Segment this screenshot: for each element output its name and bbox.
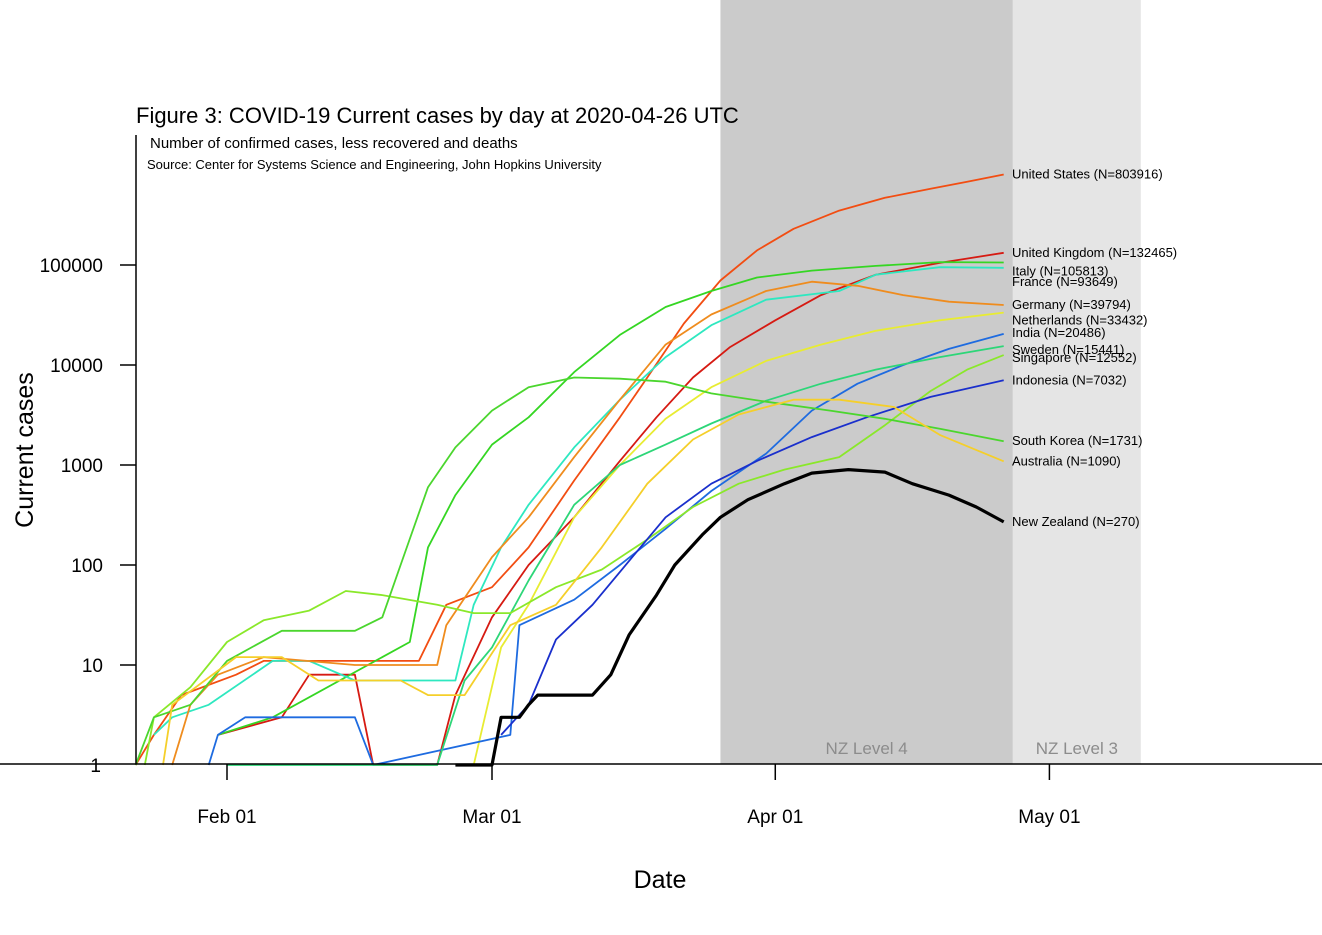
series-line-india <box>207 333 1004 766</box>
y-tick-label-5: 100000 <box>40 256 103 277</box>
y-tick-label-1: 10 <box>82 656 103 677</box>
x-axis-label: Date <box>634 866 687 894</box>
series-labels: United States (N=803916) United Kingdom (… <box>1012 166 1177 528</box>
series-label-italy: Italy (N=105813) <box>1012 264 1108 279</box>
x-tick-label-1: Mar 01 <box>462 807 521 828</box>
chart-subtitle: Number of confirmed cases, less recovere… <box>150 135 518 152</box>
series-lines <box>134 173 1005 767</box>
y-tick-label-3: 1000 <box>61 456 103 477</box>
series-label-indonesia: Indonesia (N=7032) <box>1012 372 1127 387</box>
series-line-new-zealand <box>455 468 1005 767</box>
series-label-new-zealand: New Zealand (N=270) <box>1012 514 1140 529</box>
series-label-united-kingdom: United Kingdom (N=132465) <box>1012 245 1177 260</box>
series-line-united-states <box>134 173 1004 766</box>
axes: Feb 01 Mar 01 Apr 01 May 01 1 10 100 1000 10000 1… <box>0 135 1322 828</box>
shaded-region-0 <box>720 0 1013 764</box>
y-tick-label-2: 100 <box>71 556 103 577</box>
x-tick-label-0: Feb 01 <box>197 807 256 828</box>
series-label-south-korea: South Korea (N=1731) <box>1012 433 1142 448</box>
series-label-australia: Australia (N=1090) <box>1012 453 1121 468</box>
y-tick-label-0: 1 <box>90 756 101 777</box>
y-tick-label-4: 10000 <box>50 356 103 377</box>
shaded-region-label-1: NZ Level 3 <box>1036 739 1118 758</box>
y-axis-label: Current cases <box>11 372 39 528</box>
series-label-united-states: United States (N=803916) <box>1012 166 1163 181</box>
chart-title: Figure 3: COVID-19 Current cases by day … <box>136 103 739 128</box>
shaded-region-1 <box>1012 0 1141 764</box>
series-line-france <box>153 266 1004 736</box>
series-label-india: India (N=20486) <box>1012 325 1106 340</box>
series-line-italy <box>217 261 1004 736</box>
series-label-germany: Germany (N=39794) <box>1012 297 1131 312</box>
series-line-netherlands <box>472 311 1004 766</box>
x-tick-label-2: Apr 01 <box>747 807 803 828</box>
series-label-sweden: Sweden (N=15441) <box>1012 342 1124 357</box>
shaded-region-label-0: NZ Level 4 <box>826 739 908 758</box>
x-tick-label-3: May 01 <box>1018 807 1080 828</box>
series-line-south-korea <box>134 376 1004 766</box>
series-line-sweden <box>227 345 1004 766</box>
series-line-indonesia <box>500 379 1004 736</box>
series-label-france: France (N=93649) <box>1012 274 1118 289</box>
series-label-singapore: Singapore (N=12552) <box>1012 350 1137 365</box>
shaded-regions: NZ Level 4 NZ Level 3 <box>720 0 1141 764</box>
series-line-singapore <box>143 354 1005 766</box>
series-label-netherlands: Netherlands (N=33432) <box>1012 313 1148 328</box>
series-line-australia <box>162 398 1005 766</box>
chart-source: Source: Center for Systems Science and E… <box>147 157 602 172</box>
